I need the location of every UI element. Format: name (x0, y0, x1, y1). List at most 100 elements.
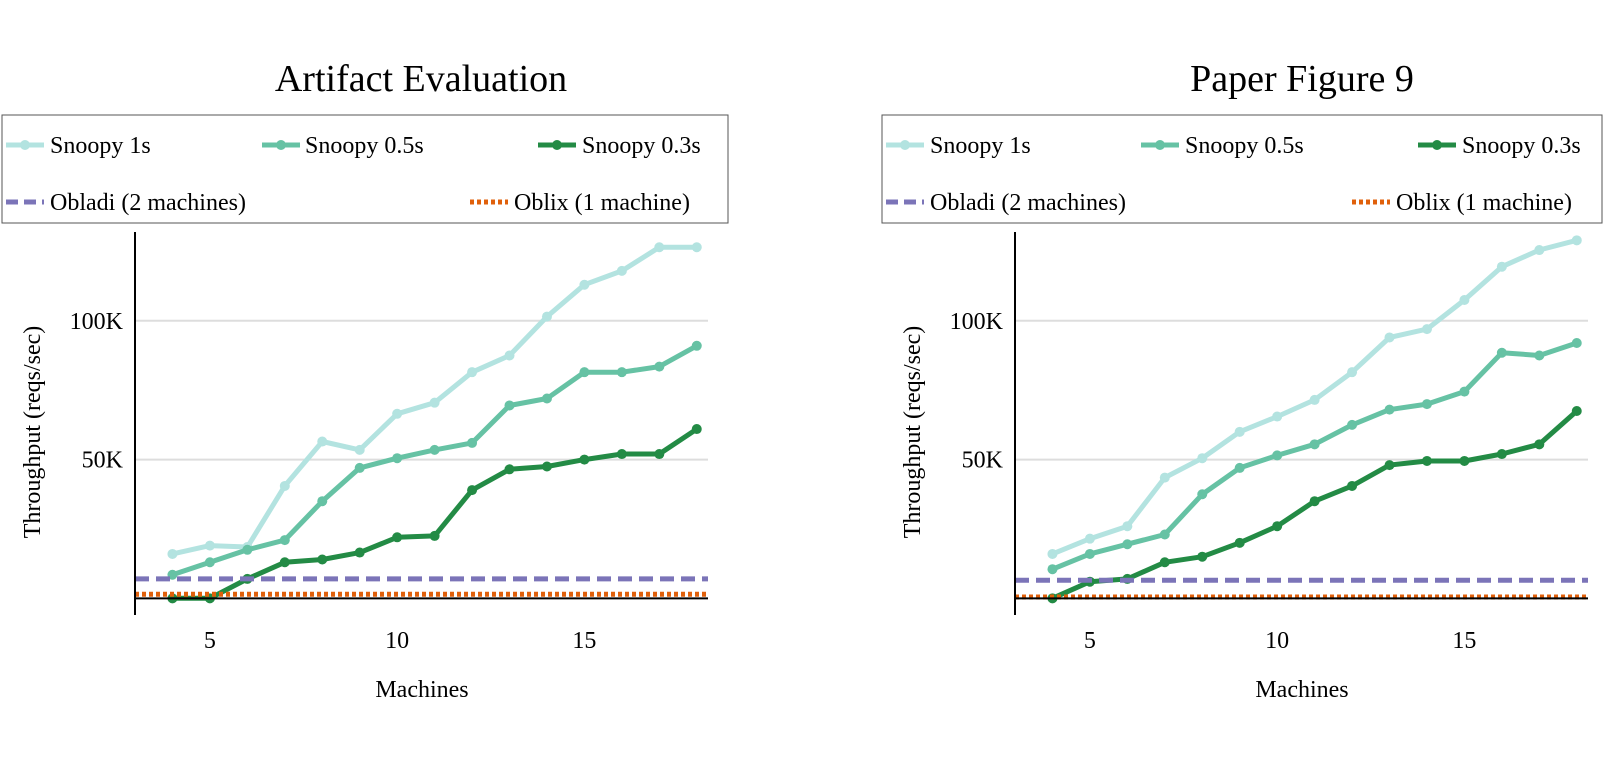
data-point-snoopy-0-5s (1084, 548, 1095, 559)
data-point-snoopy-1s (1571, 235, 1582, 246)
data-point-snoopy-0-5s (654, 361, 665, 372)
data-point-snoopy-1s (317, 436, 328, 447)
x-tick-label: 5 (204, 628, 216, 654)
legend-label-snoopy-05s: Snoopy 0.5s (1185, 133, 1304, 159)
y-tick-label: 100K (70, 309, 124, 335)
y-axis-label: Throughput (reqs/sec) (900, 326, 926, 539)
data-point-snoopy-0-5s (354, 462, 365, 473)
legend-label-obladi: Obladi (2 machines) (930, 190, 1126, 216)
legend-marker-snoopy-05s (1155, 140, 1165, 150)
legend-marker-snoopy-03s (1432, 140, 1442, 150)
x-axis-label: Machines (375, 677, 468, 703)
data-point-snoopy-0-3s (392, 532, 403, 543)
data-point-snoopy-1s (467, 367, 478, 378)
series-snoopy-1s (167, 242, 702, 559)
data-point-snoopy-0-5s (392, 453, 403, 464)
series-snoopy-0-3s (1047, 406, 1582, 604)
plot-area (1015, 235, 1588, 604)
legend: Snoopy 1s Snoopy 0.5s Snoopy 0.3s Obladi… (1, 114, 729, 224)
data-point-snoopy-1s (691, 242, 702, 253)
data-point-snoopy-0-5s (1309, 439, 1320, 450)
data-point-snoopy-0-3s (1571, 406, 1582, 417)
data-point-snoopy-1s (1159, 472, 1170, 483)
chart-artifact-evaluation: Artifact Evaluation Snoopy 1s Snoopy 0.5… (1, 58, 729, 703)
legend-marker-snoopy-03s (552, 140, 562, 150)
chart-title: Paper Figure 9 (1190, 58, 1414, 100)
data-point-snoopy-0-3s (1459, 455, 1470, 466)
data-point-snoopy-1s (1047, 548, 1058, 559)
data-point-snoopy-1s (616, 265, 627, 276)
data-point-snoopy-0-5s (1384, 404, 1395, 415)
data-point-snoopy-0-5s (1047, 564, 1058, 575)
data-point-snoopy-0-3s (279, 557, 290, 568)
legend-marker-snoopy-1s (900, 140, 910, 150)
legend-entry-oblix: Oblix (1 machine) (470, 190, 690, 216)
data-point-snoopy-0-5s (317, 496, 328, 507)
data-point-snoopy-1s (279, 480, 290, 491)
data-point-snoopy-1s (1459, 294, 1470, 305)
y-tick-label: 50K (82, 448, 124, 474)
data-point-snoopy-1s (1197, 453, 1208, 464)
data-point-snoopy-0-5s (429, 444, 440, 455)
data-point-snoopy-0-5s (616, 367, 627, 378)
data-point-snoopy-1s (1496, 261, 1507, 272)
data-point-snoopy-0-3s (1197, 551, 1208, 562)
gridlines (1015, 319, 1588, 461)
legend-label-oblix: Oblix (1 machine) (514, 190, 690, 216)
series-snoopy-0-5s (167, 340, 702, 580)
data-point-snoopy-0-3s (467, 485, 478, 496)
data-point-snoopy-0-3s (691, 424, 702, 435)
chart-title: Artifact Evaluation (275, 58, 567, 100)
data-point-snoopy-0-5s (541, 393, 552, 404)
data-point-snoopy-0-3s (354, 547, 365, 558)
x-tick-label: 15 (572, 628, 596, 654)
tick-labels: 50K 100K 5 10 15 (950, 309, 1477, 654)
data-point-snoopy-1s (1534, 245, 1545, 256)
legend-label-oblix: Oblix (1 machine) (1396, 190, 1572, 216)
legend-entry-obladi: Obladi (2 machines) (6, 190, 246, 216)
data-point-snoopy-1s (204, 540, 215, 551)
data-point-snoopy-1s (392, 408, 403, 419)
legend-entry-snoopy-1s: Snoopy 1s (886, 133, 1031, 159)
data-point-snoopy-0-5s (1272, 450, 1283, 461)
data-point-snoopy-0-3s (1384, 460, 1395, 471)
legend-label-snoopy-03s: Snoopy 0.3s (1462, 133, 1581, 159)
y-tick-label: 50K (962, 448, 1004, 474)
legend-frame (1, 114, 729, 224)
data-point-snoopy-1s (354, 444, 365, 455)
data-point-snoopy-0-3s (654, 449, 665, 460)
x-axis-label: Machines (1255, 677, 1348, 703)
data-point-snoopy-1s (1084, 533, 1095, 544)
legend-entry-snoopy-03s: Snoopy 0.3s (538, 133, 701, 159)
legend-label-snoopy-05s: Snoopy 0.5s (305, 133, 424, 159)
data-point-snoopy-0-3s (1159, 557, 1170, 568)
data-point-snoopy-1s (1347, 367, 1358, 378)
data-point-snoopy-0-5s (1571, 338, 1582, 349)
data-point-snoopy-1s (541, 311, 552, 322)
axes (134, 232, 708, 615)
data-point-snoopy-1s (579, 279, 590, 290)
data-point-snoopy-0-5s (1159, 529, 1170, 540)
legend-entry-snoopy-05s: Snoopy 0.5s (262, 133, 424, 159)
data-point-snoopy-0-3s (1272, 521, 1283, 532)
legend-entry-snoopy-1s: Snoopy 1s (6, 133, 151, 159)
data-point-snoopy-0-3s (579, 454, 590, 465)
data-point-snoopy-0-3s (1421, 455, 1432, 466)
data-point-snoopy-0-5s (1122, 539, 1133, 550)
data-point-snoopy-0-5s (467, 437, 478, 448)
data-point-snoopy-1s (1309, 394, 1320, 405)
data-point-snoopy-0-3s (317, 554, 328, 565)
legend: Snoopy 1s Snoopy 0.5s Snoopy 0.3s Obladi… (881, 114, 1603, 224)
legend-entry-snoopy-03s: Snoopy 0.3s (1418, 133, 1581, 159)
data-point-snoopy-0-5s (1197, 489, 1208, 500)
data-point-snoopy-0-3s (429, 530, 440, 541)
data-point-snoopy-0-5s (1421, 399, 1432, 410)
gridlines (135, 319, 708, 461)
data-point-snoopy-0-5s (204, 557, 215, 568)
data-point-snoopy-0-3s (1234, 537, 1245, 548)
legend-marker-snoopy-1s (20, 140, 30, 150)
x-tick-label: 10 (385, 628, 409, 654)
axes (1014, 232, 1588, 615)
x-tick-label: 5 (1084, 628, 1096, 654)
data-point-snoopy-0-5s (579, 367, 590, 378)
